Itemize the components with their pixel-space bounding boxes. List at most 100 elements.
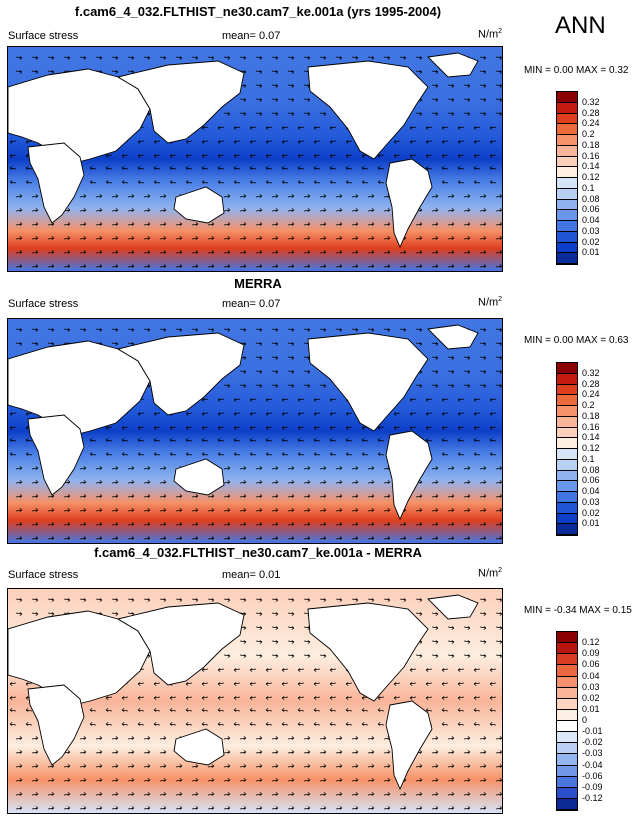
wind-arrow	[489, 668, 497, 672]
wind-arrow	[479, 384, 487, 388]
panel-2-minmax: MIN = 0.00 MAX = 0.63	[524, 335, 629, 346]
wind-arrow	[447, 806, 455, 810]
wind-arrow	[431, 356, 439, 360]
wind-arrow	[47, 778, 55, 782]
panel-3-variable: Surface stress	[8, 569, 79, 581]
wind-arrow	[463, 194, 471, 198]
wind-arrow	[249, 398, 257, 402]
wind-arrow	[271, 736, 279, 740]
colorbar-box	[557, 135, 577, 146]
wind-arrow	[425, 154, 433, 158]
wind-arrow	[153, 696, 161, 700]
wind-arrow	[111, 56, 119, 60]
wind-arrow	[303, 384, 311, 388]
wind-arrow	[313, 696, 321, 700]
wind-arrow	[47, 236, 55, 240]
wind-arrow	[431, 654, 439, 658]
wind-arrow	[95, 56, 103, 60]
wind-arrow	[15, 208, 23, 212]
wind-arrow	[473, 180, 481, 184]
wind-arrow	[463, 466, 471, 470]
wind-arrow	[191, 522, 199, 526]
wind-arrow	[415, 792, 423, 796]
wind-arrow	[255, 764, 263, 768]
wind-arrow	[239, 640, 247, 644]
wind-arrow	[367, 536, 375, 540]
wind-arrow	[271, 194, 279, 198]
wind-arrow	[473, 682, 481, 686]
panel-1-map	[7, 46, 503, 272]
wind-arrow	[287, 764, 295, 768]
wind-arrow	[303, 778, 311, 782]
wind-arrow	[383, 764, 391, 768]
wind-arrow	[47, 792, 55, 796]
wind-arrow	[15, 222, 23, 226]
wind-arrow	[345, 452, 353, 456]
wind-arrow	[281, 126, 289, 130]
wind-arrow	[329, 722, 337, 726]
wind-arrow	[271, 342, 279, 346]
wind-arrow	[217, 438, 225, 442]
wind-arrow	[345, 708, 353, 712]
wind-arrow	[351, 806, 359, 810]
wind-arrow	[463, 370, 471, 374]
wind-arrow	[153, 180, 161, 184]
continent	[8, 610, 151, 708]
colorbar-box	[557, 459, 577, 471]
wind-arrow	[383, 222, 391, 226]
wind-arrow	[319, 508, 327, 512]
wind-arrow	[255, 384, 263, 388]
wind-arrow	[479, 250, 487, 254]
wind-arrow	[223, 750, 231, 754]
wind-arrow	[409, 154, 417, 158]
wind-arrow	[265, 426, 273, 430]
panel-2-colorbar: 0.32 0.28 0.24 0.2 0.18 0.16 0.14 0.12 0.1 0.08 0.…	[556, 362, 600, 536]
wind-arrow	[9, 722, 17, 726]
wind-arrow	[495, 194, 502, 198]
wind-arrow	[345, 722, 353, 726]
colorbar-tick-label: 0.12	[582, 443, 600, 453]
wind-arrow	[239, 236, 247, 240]
wind-arrow	[15, 480, 23, 484]
wind-arrow	[79, 480, 87, 484]
wind-arrow	[47, 328, 55, 332]
wind-arrow	[457, 426, 465, 430]
colorbar-tick-label: 0.03	[582, 496, 600, 507]
wind-arrow	[271, 626, 279, 630]
wind-arrow	[217, 398, 225, 402]
wind-arrow	[255, 654, 263, 658]
colorbar-box	[557, 188, 577, 200]
wind-arrow	[47, 508, 55, 512]
wind-arrow	[287, 84, 295, 88]
wind-arrow	[175, 522, 183, 526]
wind-arrow	[297, 668, 305, 672]
wind-arrow	[297, 438, 305, 442]
wind-arrow	[479, 764, 487, 768]
wind-arrow	[217, 154, 225, 158]
colorbar-tick-label: 0.24	[582, 118, 600, 129]
wind-arrow	[153, 166, 161, 170]
wind-arrow	[287, 56, 295, 60]
wind-arrow	[271, 384, 279, 388]
wind-arrow	[255, 70, 263, 74]
wind-arrow	[415, 384, 423, 388]
wind-arrow	[383, 264, 391, 268]
continent	[307, 332, 429, 432]
wind-arrow	[239, 750, 247, 754]
wind-arrow	[425, 140, 433, 144]
wind-arrow	[377, 696, 385, 700]
wind-arrow	[223, 536, 231, 540]
wind-arrow	[191, 264, 199, 268]
wind-arrow	[255, 56, 263, 60]
wind-arrow	[143, 236, 151, 240]
wind-arrow	[121, 166, 129, 170]
wind-arrow	[79, 598, 87, 602]
wind-arrow	[431, 194, 439, 198]
wind-arrow	[329, 452, 337, 456]
wind-arrow	[95, 598, 103, 602]
wind-arrow	[207, 598, 215, 602]
wind-arrow	[335, 806, 343, 810]
wind-arrow	[303, 598, 311, 602]
colorbar-box	[557, 743, 577, 755]
wind-arrow	[393, 426, 401, 430]
